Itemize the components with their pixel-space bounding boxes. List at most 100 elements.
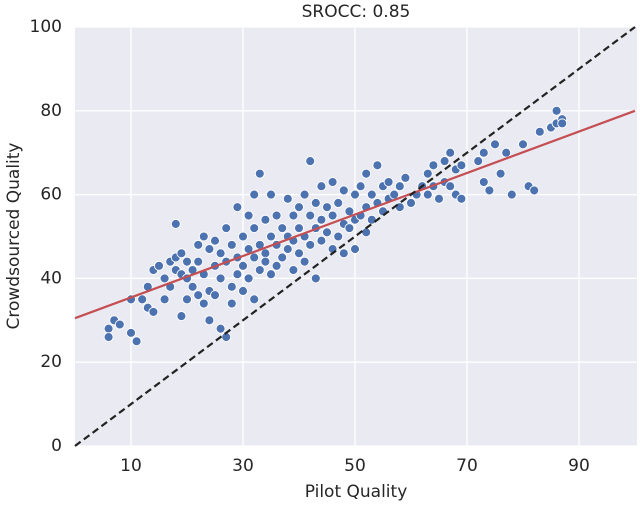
marks xyxy=(74,26,636,447)
y-tick-label: 60 xyxy=(40,185,62,205)
point xyxy=(366,189,377,200)
point xyxy=(445,181,456,192)
point xyxy=(182,256,192,267)
point xyxy=(170,218,181,229)
point xyxy=(490,139,500,150)
point xyxy=(422,168,433,179)
point xyxy=(226,298,237,309)
point xyxy=(294,202,304,213)
point xyxy=(316,181,327,192)
y-tick-label: 80 xyxy=(40,101,62,121)
point xyxy=(383,177,394,187)
point xyxy=(372,160,383,171)
point xyxy=(310,273,321,284)
point xyxy=(534,126,545,137)
point xyxy=(176,248,187,259)
point xyxy=(204,244,215,255)
y-tick-label: 0 xyxy=(51,436,62,456)
point xyxy=(338,185,349,196)
point xyxy=(439,156,450,167)
point xyxy=(266,269,276,280)
point xyxy=(215,323,226,334)
point xyxy=(282,193,293,204)
point xyxy=(210,235,220,246)
point xyxy=(204,315,215,326)
point xyxy=(333,231,344,242)
point xyxy=(495,168,506,179)
point xyxy=(159,294,170,305)
point xyxy=(243,210,254,221)
x-tick-label: 70 xyxy=(456,456,478,476)
point xyxy=(221,223,232,234)
point xyxy=(232,202,243,213)
point xyxy=(305,210,316,221)
point xyxy=(193,256,204,267)
point xyxy=(322,227,332,238)
point xyxy=(277,252,288,263)
point xyxy=(198,298,209,309)
y-axis-label: Crowdsourced Quality xyxy=(4,143,24,330)
point xyxy=(445,147,456,158)
point xyxy=(434,193,444,204)
point xyxy=(518,139,528,150)
point xyxy=(103,323,114,334)
point xyxy=(305,156,316,167)
point xyxy=(327,177,338,187)
y-tick-label: 40 xyxy=(40,268,62,288)
point xyxy=(249,223,260,234)
point xyxy=(159,273,170,284)
point xyxy=(103,332,114,343)
point xyxy=(400,172,411,183)
point xyxy=(551,105,562,116)
chart-title: SROCC: 0.85 xyxy=(302,2,411,22)
point xyxy=(428,160,439,171)
point xyxy=(294,248,304,259)
point xyxy=(501,147,512,158)
point xyxy=(260,256,271,267)
point xyxy=(260,214,271,225)
point xyxy=(350,244,360,255)
point xyxy=(238,231,248,242)
point xyxy=(529,185,540,196)
point xyxy=(114,319,125,330)
point xyxy=(198,231,209,242)
point xyxy=(282,244,293,255)
x-tick-label: 50 xyxy=(344,456,366,476)
point xyxy=(249,189,260,200)
point xyxy=(406,198,416,208)
point xyxy=(226,239,237,250)
point xyxy=(361,168,372,179)
point xyxy=(288,210,299,221)
point xyxy=(344,223,355,234)
point xyxy=(148,306,159,317)
point xyxy=(366,214,377,225)
point xyxy=(478,177,489,187)
x-tick-label: 30 xyxy=(232,456,254,476)
point xyxy=(176,311,187,322)
point xyxy=(316,235,327,246)
point xyxy=(310,198,321,208)
point xyxy=(243,273,254,284)
point xyxy=(254,265,265,275)
point xyxy=(333,198,344,208)
point xyxy=(327,210,338,221)
point xyxy=(226,281,237,292)
y-tick-label: 100 xyxy=(30,17,62,37)
point xyxy=(473,156,484,167)
point xyxy=(238,260,248,271)
point xyxy=(299,256,310,267)
point xyxy=(249,252,260,263)
point xyxy=(210,290,220,301)
point xyxy=(277,223,288,234)
point xyxy=(456,160,467,171)
point xyxy=(238,286,248,296)
point xyxy=(266,189,276,200)
point xyxy=(232,269,243,280)
point xyxy=(187,281,198,292)
point xyxy=(305,239,316,250)
point xyxy=(193,290,204,301)
point xyxy=(215,273,226,284)
point xyxy=(271,260,282,271)
point xyxy=(215,248,226,259)
point xyxy=(249,294,260,305)
